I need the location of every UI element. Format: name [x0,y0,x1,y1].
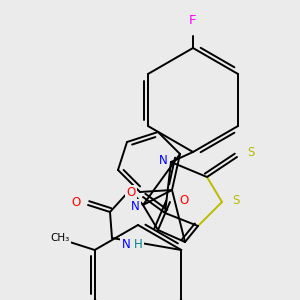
Text: O: O [126,187,136,200]
Text: H: H [134,238,142,250]
Text: S: S [232,194,240,206]
Text: O: O [179,194,189,206]
Text: N: N [159,154,167,166]
Text: N: N [130,200,140,214]
Text: S: S [247,146,255,160]
Text: F: F [189,14,197,26]
Text: N: N [122,238,130,250]
Text: CH₃: CH₃ [50,233,69,243]
Text: O: O [71,196,81,209]
